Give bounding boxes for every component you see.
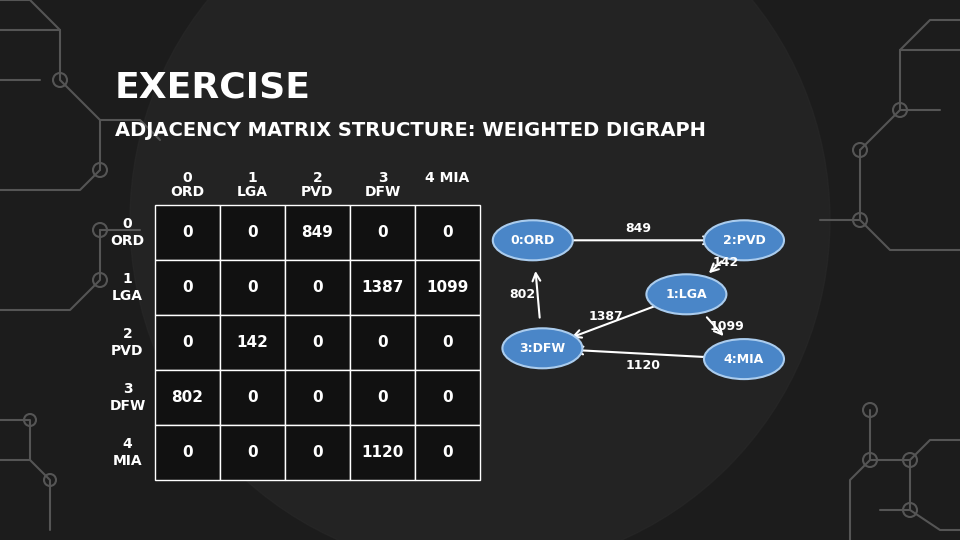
Text: LGA: LGA — [237, 185, 268, 199]
Text: 2: 2 — [123, 327, 132, 341]
Text: 4: 4 — [123, 437, 132, 451]
Text: 0: 0 — [377, 225, 388, 240]
Ellipse shape — [493, 221, 572, 259]
Text: ORD: ORD — [171, 185, 204, 199]
Text: 0: 0 — [443, 390, 453, 405]
Text: 1387: 1387 — [361, 280, 404, 295]
Text: 0: 0 — [182, 280, 193, 295]
Text: 1120: 1120 — [626, 359, 660, 372]
Text: 0: 0 — [443, 445, 453, 460]
Circle shape — [130, 0, 830, 540]
Text: 3: 3 — [123, 382, 132, 396]
Text: 0: 0 — [247, 280, 258, 295]
Text: 1120: 1120 — [361, 445, 404, 460]
Text: 0: 0 — [312, 445, 323, 460]
Text: 0: 0 — [182, 225, 193, 240]
Text: ORD: ORD — [110, 234, 145, 248]
Text: DFW: DFW — [365, 185, 400, 199]
Bar — [220, 370, 285, 425]
Text: 142: 142 — [236, 335, 269, 350]
Bar — [415, 370, 480, 425]
Bar — [350, 205, 415, 260]
Text: 0: 0 — [247, 390, 258, 405]
Text: 0: 0 — [377, 390, 388, 405]
Text: 2: 2 — [313, 171, 323, 185]
Text: MIA: MIA — [112, 454, 142, 468]
Text: PVD: PVD — [301, 185, 334, 199]
Ellipse shape — [503, 329, 582, 367]
Bar — [415, 425, 480, 480]
Text: 1099: 1099 — [426, 280, 468, 295]
Bar — [285, 370, 350, 425]
Text: 4:MIA: 4:MIA — [724, 353, 764, 366]
Bar — [350, 425, 415, 480]
Bar — [350, 260, 415, 315]
Bar — [220, 205, 285, 260]
Text: 0: 0 — [247, 445, 258, 460]
Text: PVD: PVD — [111, 344, 144, 357]
Text: 2:PVD: 2:PVD — [723, 234, 765, 247]
Text: 0: 0 — [312, 335, 323, 350]
Text: 0: 0 — [182, 335, 193, 350]
Bar — [155, 315, 220, 370]
Bar — [155, 205, 220, 260]
Bar — [285, 425, 350, 480]
Text: DFW: DFW — [109, 399, 146, 413]
Text: 802: 802 — [510, 288, 536, 301]
Ellipse shape — [705, 221, 783, 259]
Text: 0:ORD: 0:ORD — [511, 234, 555, 247]
Text: 0: 0 — [377, 335, 388, 350]
Bar — [220, 425, 285, 480]
Text: 0: 0 — [123, 217, 132, 231]
Text: 0: 0 — [443, 335, 453, 350]
Text: ADJACENCY MATRIX STRUCTURE: WEIGHTED DIGRAPH: ADJACENCY MATRIX STRUCTURE: WEIGHTED DIG… — [115, 121, 706, 140]
Bar — [415, 315, 480, 370]
Bar — [415, 260, 480, 315]
Bar — [350, 315, 415, 370]
Text: 1099: 1099 — [709, 320, 745, 333]
Bar — [220, 260, 285, 315]
Bar — [155, 260, 220, 315]
Bar — [285, 205, 350, 260]
Text: 0: 0 — [312, 390, 323, 405]
Text: 0: 0 — [312, 280, 323, 295]
Text: 1:LGA: 1:LGA — [665, 288, 708, 301]
Bar — [350, 370, 415, 425]
Bar — [220, 315, 285, 370]
Text: 1: 1 — [123, 272, 132, 286]
Text: 0: 0 — [182, 445, 193, 460]
Bar — [155, 425, 220, 480]
Text: EXERCISE: EXERCISE — [115, 71, 311, 105]
Text: 0: 0 — [443, 225, 453, 240]
Ellipse shape — [705, 340, 783, 378]
Text: LGA: LGA — [112, 289, 143, 303]
Text: 3:DFW: 3:DFW — [519, 342, 565, 355]
Text: 142: 142 — [712, 256, 738, 269]
Bar — [155, 370, 220, 425]
Text: 3: 3 — [377, 171, 387, 185]
Text: 0: 0 — [182, 171, 192, 185]
Ellipse shape — [647, 275, 726, 313]
Text: 1387: 1387 — [589, 310, 624, 323]
Text: 0: 0 — [247, 225, 258, 240]
Text: 849: 849 — [625, 222, 652, 235]
Bar — [415, 205, 480, 260]
Bar — [285, 260, 350, 315]
Text: 849: 849 — [301, 225, 333, 240]
Bar — [285, 315, 350, 370]
Text: 1: 1 — [248, 171, 257, 185]
Text: 802: 802 — [172, 390, 204, 405]
Text: 4 MIA: 4 MIA — [425, 171, 469, 185]
